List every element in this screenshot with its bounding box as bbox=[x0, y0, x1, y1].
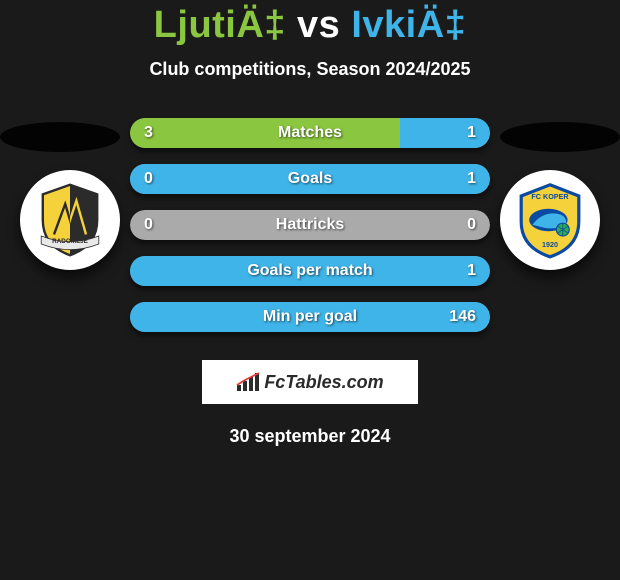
stat-value-left: 3 bbox=[144, 124, 153, 142]
svg-text:1920: 1920 bbox=[542, 240, 558, 249]
title-right: IvkiÄ‡ bbox=[351, 4, 466, 46]
stat-row: 3 1 Matches bbox=[130, 118, 490, 148]
stat-rows: 3 1 Matches 0 1 Goals 0 0 Hattricks 1 Goals per ma… bbox=[130, 118, 490, 332]
stat-fill-right bbox=[400, 118, 490, 148]
bar-chart-icon bbox=[236, 371, 260, 393]
subtitle: Club competitions, Season 2024/2025 bbox=[0, 59, 620, 80]
koper-crest-icon: FC KOPER 1920 bbox=[510, 180, 590, 260]
stat-value-right: 146 bbox=[449, 308, 476, 326]
stat-row: 0 1 Goals bbox=[130, 164, 490, 194]
stat-label: Matches bbox=[278, 124, 342, 142]
stat-value-left: 0 bbox=[144, 216, 153, 234]
svg-text:RADOMLJE: RADOMLJE bbox=[52, 238, 89, 245]
svg-text:FC KOPER: FC KOPER bbox=[531, 192, 569, 201]
shadow-left bbox=[0, 122, 120, 152]
brand-badge: FcTables.com bbox=[202, 360, 418, 404]
radomlje-crest-icon: RADOMLJE bbox=[30, 180, 110, 260]
stat-value-left: 0 bbox=[144, 170, 153, 188]
stat-value-right: 1 bbox=[467, 262, 476, 280]
stats-area: RADOMLJE FC KOPER 1920 31Matches01Goals0… bbox=[0, 118, 620, 338]
title-vs: vs bbox=[297, 4, 340, 46]
stat-fill-left bbox=[130, 118, 400, 148]
team-logo-left: RADOMLJE bbox=[20, 170, 120, 270]
stat-label: Goals per match bbox=[247, 262, 372, 280]
page-title: LjutiÄ‡ vs IvkiÄ‡ bbox=[0, 4, 620, 47]
stat-label: Min per goal bbox=[263, 308, 357, 326]
stat-label: Goals bbox=[288, 170, 332, 188]
team-logo-right: FC KOPER 1920 bbox=[500, 170, 600, 270]
stat-row: 0 0 Hattricks bbox=[130, 210, 490, 240]
title-left: LjutiÄ‡ bbox=[154, 4, 286, 46]
stat-label: Hattricks bbox=[276, 216, 344, 234]
stat-value-right: 1 bbox=[467, 170, 476, 188]
stat-row: 1 Goals per match bbox=[130, 256, 490, 286]
shadow-right bbox=[500, 122, 620, 152]
stat-row: 146 Min per goal bbox=[130, 302, 490, 332]
brand-text: FcTables.com bbox=[264, 372, 383, 393]
stat-value-right: 1 bbox=[467, 124, 476, 142]
stat-value-right: 0 bbox=[467, 216, 476, 234]
date-text: 30 september 2024 bbox=[0, 426, 620, 447]
